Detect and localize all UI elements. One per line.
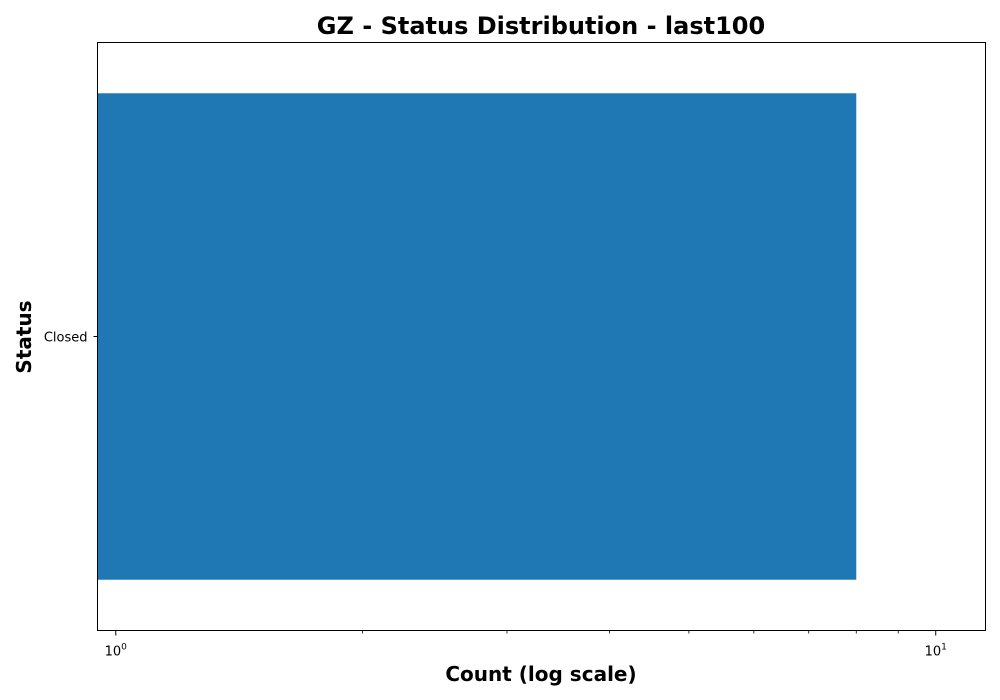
chart-title: GZ - Status Distribution - last100 <box>317 12 765 40</box>
y-axis-label: Status <box>12 300 36 373</box>
y-ticks: Closed <box>44 331 98 346</box>
x-axis-label: Count (log scale) <box>445 662 636 686</box>
x-ticks: 100 101 <box>105 630 947 660</box>
plot-area: Closed 100 101 <box>44 42 986 660</box>
x-tick-label: 101 <box>925 643 947 660</box>
bar-closed <box>97 93 857 580</box>
bars <box>97 93 857 580</box>
y-tick-label: Closed <box>44 331 88 346</box>
x-tick-label: 100 <box>105 643 128 660</box>
